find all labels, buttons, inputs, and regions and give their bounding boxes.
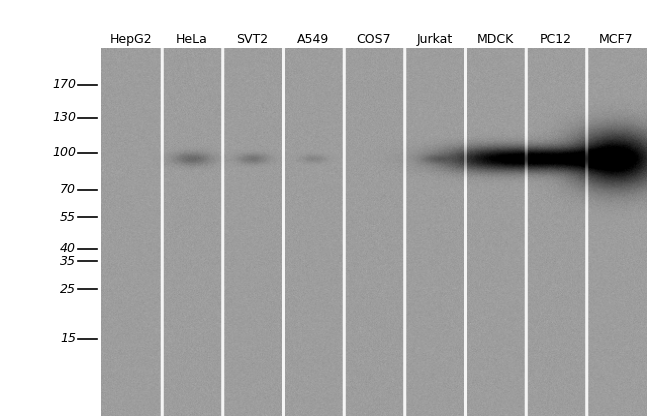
Text: A549: A549 bbox=[297, 33, 329, 46]
Text: 70: 70 bbox=[60, 183, 76, 196]
Text: HepG2: HepG2 bbox=[110, 33, 152, 46]
Text: PC12: PC12 bbox=[540, 33, 572, 46]
Text: HeLa: HeLa bbox=[176, 33, 208, 46]
Text: MCF7: MCF7 bbox=[599, 33, 634, 46]
Text: 15: 15 bbox=[60, 332, 76, 345]
Text: SVT2: SVT2 bbox=[237, 33, 268, 46]
Text: 40: 40 bbox=[60, 242, 76, 255]
Text: MDCK: MDCK bbox=[476, 33, 514, 46]
Text: 130: 130 bbox=[52, 112, 76, 125]
Text: Jurkat: Jurkat bbox=[416, 33, 452, 46]
Text: 35: 35 bbox=[60, 255, 76, 268]
Text: 55: 55 bbox=[60, 211, 76, 224]
Text: 100: 100 bbox=[52, 146, 76, 159]
Text: COS7: COS7 bbox=[356, 33, 391, 46]
Text: 170: 170 bbox=[52, 78, 76, 92]
Text: 25: 25 bbox=[60, 283, 76, 296]
